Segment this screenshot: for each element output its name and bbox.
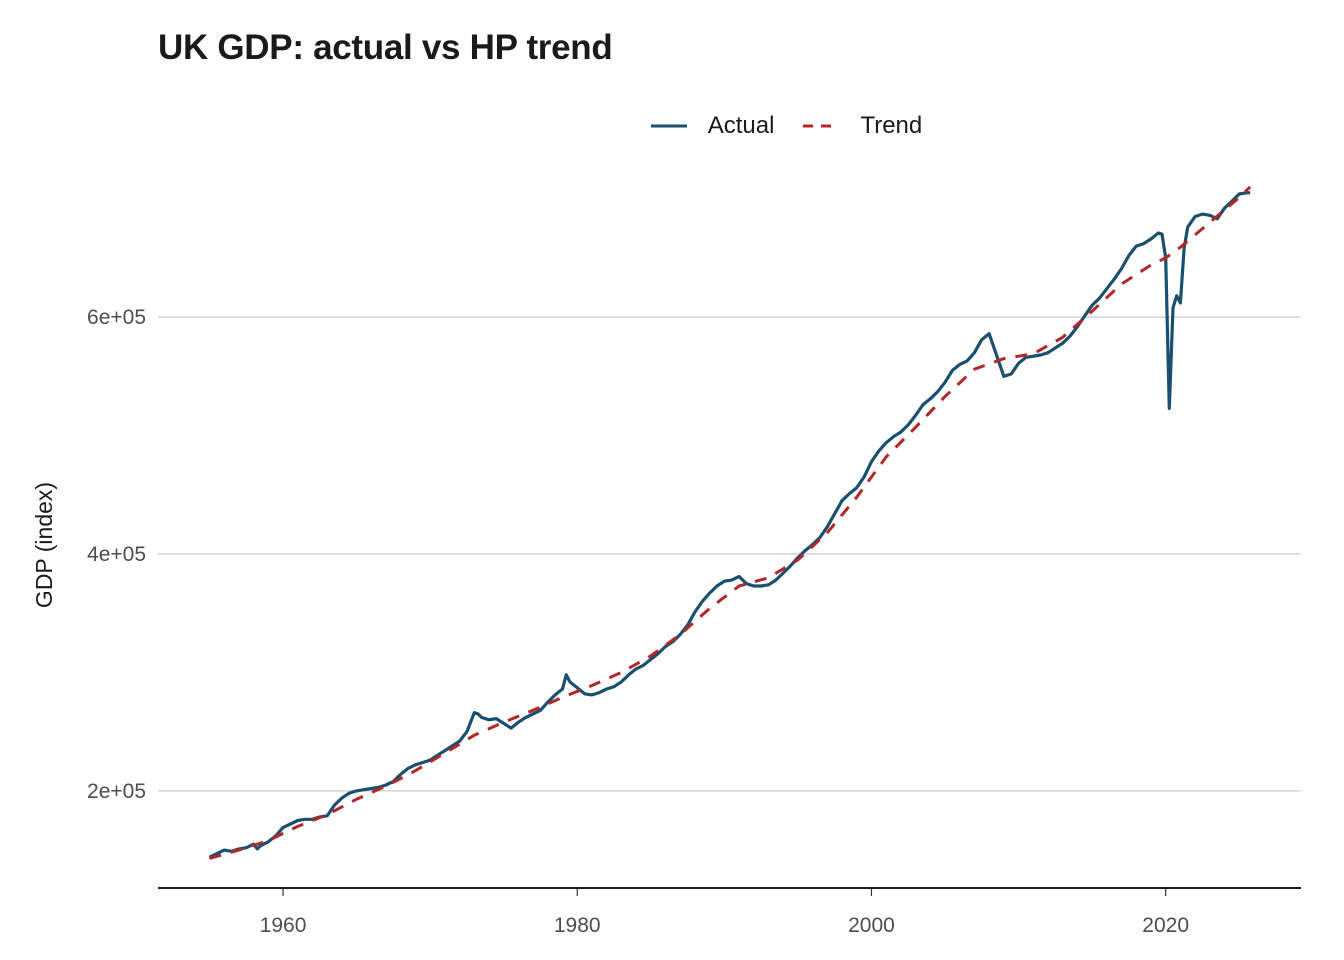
- y-tick-label: 4e+05: [87, 543, 146, 566]
- y-tick-label: 2e+05: [87, 780, 146, 803]
- x-tick-label: 2000: [848, 914, 895, 937]
- legend-label-trend: Trend: [860, 112, 923, 139]
- legend-key-trend-dashed-line-icon: [802, 119, 840, 133]
- x-tick-label: 1980: [554, 914, 601, 937]
- series-points-trend: [209, 187, 1250, 859]
- series-points-actual: [209, 193, 1250, 857]
- y-tick-label: 6e+05: [87, 306, 146, 329]
- series-layer: [208, 185, 1252, 860]
- legend-item-actual: Actual: [422, 112, 775, 140]
- legend: Actual Trend: [0, 112, 1344, 140]
- legend-key-actual-solid-line-icon: [650, 119, 688, 133]
- y-axis-ticks: 2e+05 4e+05 6e+05: [87, 306, 146, 803]
- series-line-trend: [209, 185, 1252, 860]
- legend-label-actual: Actual: [707, 112, 775, 139]
- series-line-actual: [208, 191, 1251, 859]
- x-axis-ticks: 1960 1980 2000 2020: [260, 889, 1189, 937]
- gridlines: [158, 316, 1301, 792]
- legend-item-trend: Trend: [802, 112, 922, 140]
- y-axis-title: GDP (index): [31, 482, 57, 608]
- chart-title: UK GDP: actual vs HP trend: [158, 28, 613, 67]
- x-tick-label: 2020: [1142, 914, 1189, 937]
- x-tick-label: 1960: [260, 914, 307, 937]
